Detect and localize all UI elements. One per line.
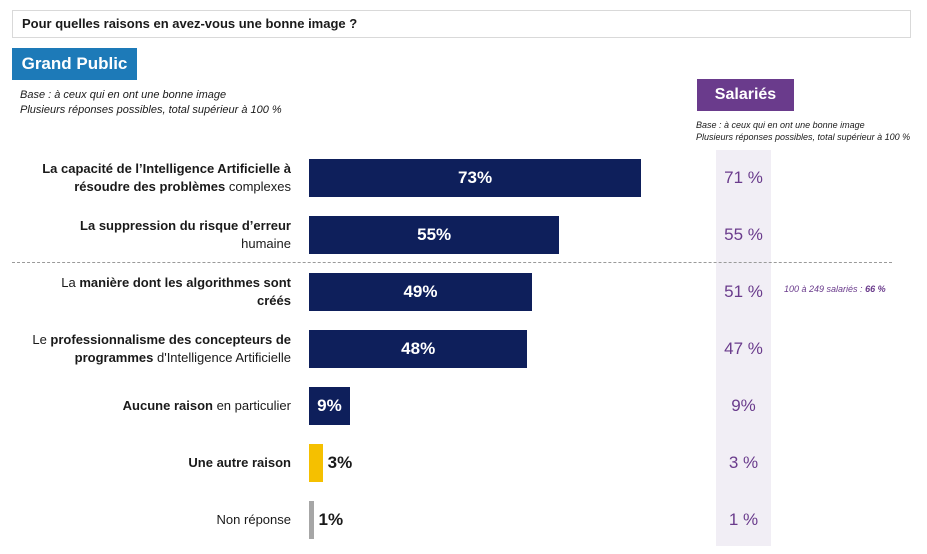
bar-grand-public-1: [309, 216, 560, 254]
salaries-column-background: [716, 150, 771, 546]
grand-public-base-line1: Base : à ceux qui en ont une bonne image: [20, 89, 227, 101]
grand-public-base-note: Base : à ceux qui en ont une bonne image…: [20, 88, 282, 118]
row-label-part: La suppression du risque d’erreur: [80, 218, 291, 233]
bar-value-label-grand-public-3: 48%: [401, 339, 436, 358]
row-label-part: La capacité de l’Intelligence Artificiel…: [42, 161, 291, 194]
bar-value-label-grand-public-6: 1%: [318, 510, 344, 529]
salaries-base-note: Base : à ceux qui en ont une bonne image…: [696, 119, 910, 143]
section-divider: [12, 262, 892, 263]
row-label-algorithmes: La manière dont les algorithmes sont créé…: [61, 275, 291, 308]
question-title: Pour quelles raisons en avez-vous une bo…: [12, 10, 911, 38]
bar-grand-public-6: [309, 501, 314, 539]
salaries-note-value: 66 %: [865, 284, 886, 294]
bar-value-label-grand-public-4: 9%: [317, 396, 342, 415]
bar-grand-public-3: [309, 330, 528, 368]
bar-grand-public-4: [309, 387, 350, 425]
bar-grand-public-5: [309, 444, 323, 482]
bar-grand-public-0: [309, 159, 642, 197]
salaries-value-6: 1 %: [728, 510, 759, 529]
row-label-autre-raison: Une autre raison: [188, 455, 291, 470]
bar-value-label-grand-public-2: 49%: [403, 282, 438, 301]
salaries-value-3: 47 %: [724, 339, 763, 358]
row-label-aucune-raison: Aucune raison en particulier: [122, 398, 291, 413]
bar-value-label-grand-public-0: 73%: [458, 168, 493, 187]
bar-value-label-grand-public-5: 3%: [327, 453, 353, 472]
salaries-note-prefix: 100 à 249 salariés :: [784, 284, 866, 294]
salaries-value-0: 71 %: [724, 168, 763, 187]
salaries-value-5: 3 %: [728, 453, 759, 472]
row-label-professionnalisme: Le professionnalisme des concepteurs de p…: [32, 332, 291, 365]
salaries-base-line1: Base : à ceux qui en ont une bonne image: [696, 120, 865, 130]
grand-public-badge: Grand Public: [12, 48, 137, 80]
salaries-value-4: 9%: [731, 396, 756, 415]
row-label-suppression-erreur: La suppression du risque d’erreur humaine: [80, 218, 291, 251]
row-label-resoudre-problemes: La capacité de l’Intelligence Artificiel…: [42, 161, 291, 194]
salaries-badge: Salariés: [697, 79, 794, 111]
row-label-non-reponse: Non réponse: [216, 512, 291, 527]
salaries-value-2: 51 %: [724, 282, 763, 301]
grand-public-base-line2: Plusieurs réponses possibles, total supé…: [20, 104, 282, 116]
salaries-value-1: 55 %: [724, 225, 763, 244]
bar-grand-public-2: [309, 273, 532, 311]
salaries-base-line2: Plusieurs réponses possibles, total supé…: [696, 132, 911, 142]
salaries-subgroup-note: 100 à 249 salariés : 66 %: [784, 284, 886, 294]
bar-value-label-grand-public-1: 55%: [417, 225, 452, 244]
